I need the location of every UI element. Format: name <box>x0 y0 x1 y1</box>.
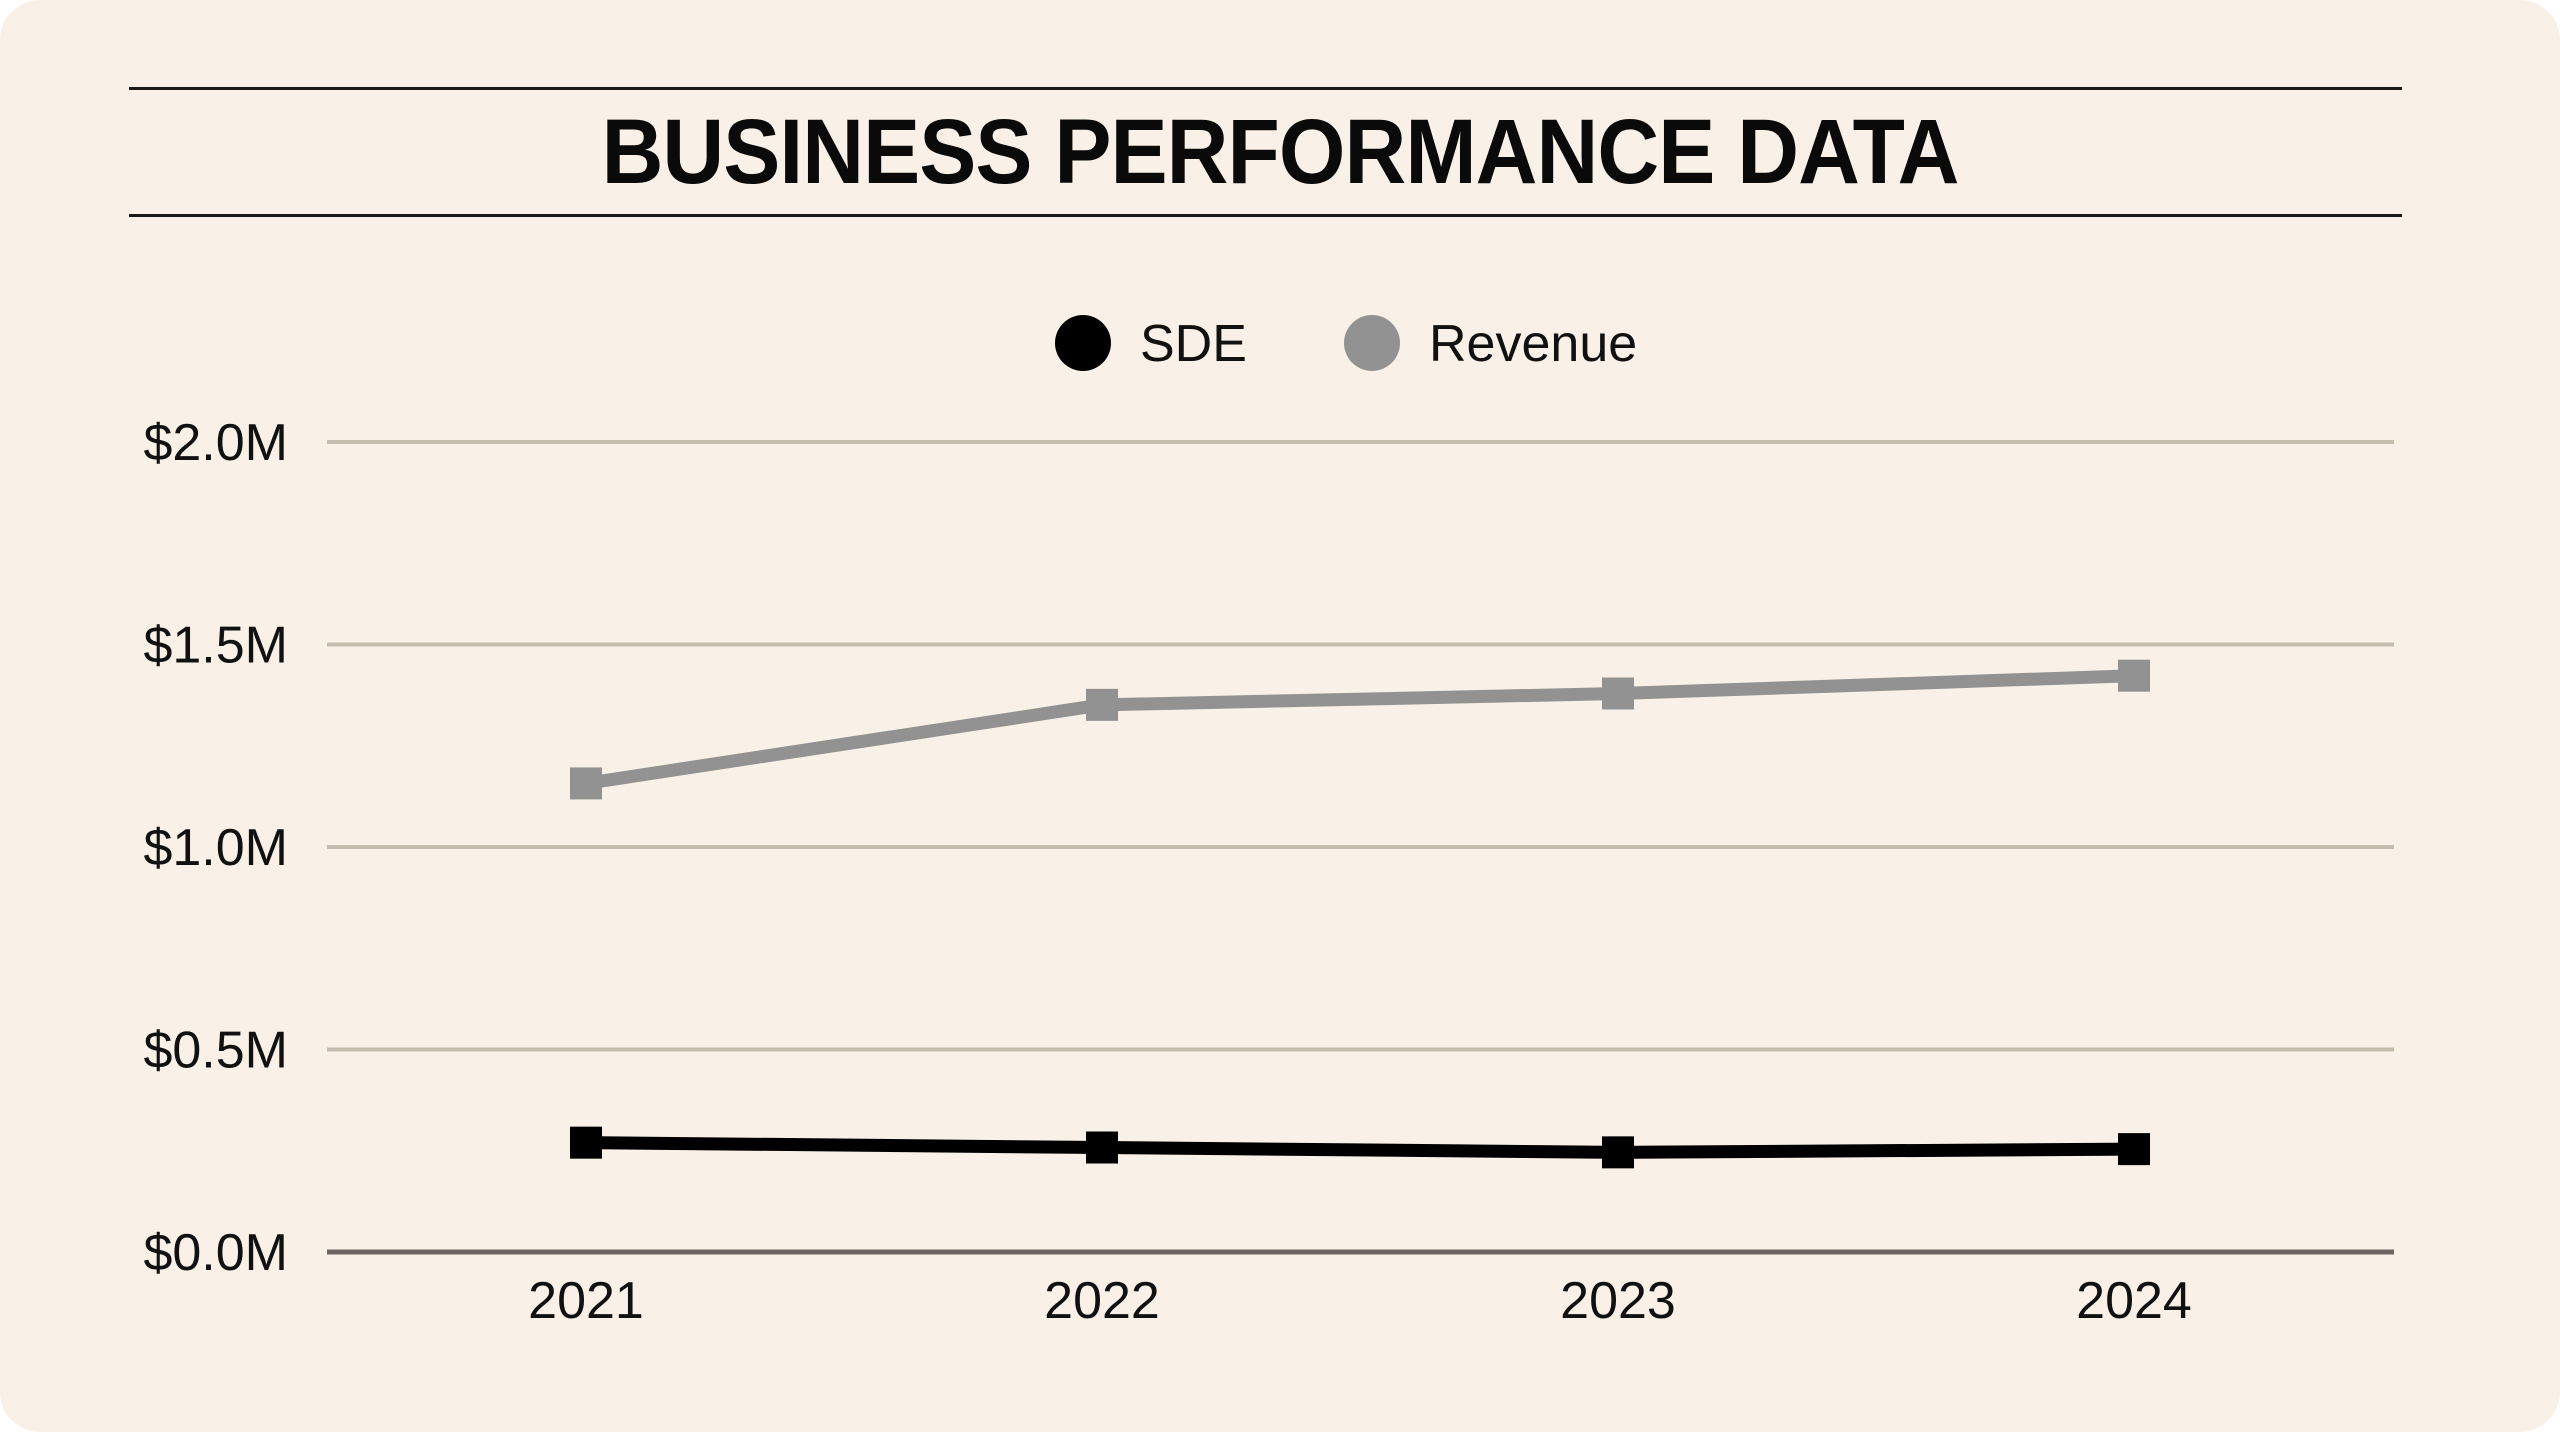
x-tick-label: 2021 <box>528 1272 644 1330</box>
y-tick-label: $0.0M <box>143 1224 288 1282</box>
chart-title: BUSINESS PERFORMANCE DATA <box>601 101 1960 203</box>
legend-sde-marker <box>1055 315 1111 371</box>
x-tick-label: 2024 <box>2076 1272 2192 1330</box>
revenue-line <box>585 669 2135 790</box>
title-top-rule <box>129 87 2402 90</box>
revenue-point <box>1602 677 1634 710</box>
y-tick-label: $1.5M <box>143 617 288 675</box>
sde-point <box>1086 1131 1118 1164</box>
title-bottom-rule <box>129 214 2402 217</box>
sde-point <box>2118 1133 2150 1166</box>
revenue-point <box>2118 659 2150 692</box>
legend-sde-label: SDE <box>1140 315 1247 373</box>
legend-revenue-marker <box>1344 315 1400 371</box>
legend-revenue-label: Revenue <box>1429 315 1637 373</box>
revenue-point <box>570 767 602 800</box>
sde-point <box>570 1126 602 1159</box>
y-tick-label: $2.0M <box>143 414 288 472</box>
revenue-point <box>1086 688 1118 721</box>
sde-point <box>1602 1136 1634 1169</box>
x-tick-label: 2022 <box>1044 1272 1160 1330</box>
sde-line <box>585 1136 2135 1159</box>
y-tick-label: $0.5M <box>143 1022 288 1080</box>
y-tick-label: $1.0M <box>143 819 288 877</box>
x-tick-label: 2023 <box>1560 1272 1676 1330</box>
